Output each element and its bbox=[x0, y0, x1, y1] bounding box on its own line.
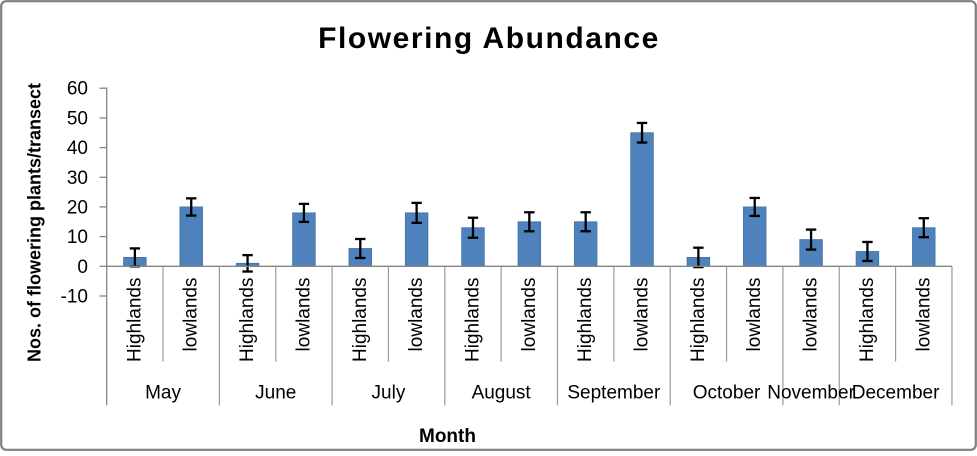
svg-text:Highlands: Highlands bbox=[575, 278, 596, 363]
svg-text:October: October bbox=[693, 383, 761, 404]
svg-text:Highlands: Highlands bbox=[688, 278, 709, 363]
svg-text:Highlands: Highlands bbox=[124, 278, 145, 363]
svg-text:Highlands: Highlands bbox=[857, 278, 878, 363]
svg-text:lowlands: lowlands bbox=[913, 278, 934, 352]
svg-text:lowlands: lowlands bbox=[632, 278, 653, 352]
svg-text:Highlands: Highlands bbox=[462, 278, 483, 363]
svg-text:May: May bbox=[145, 383, 181, 404]
svg-text:lowlands: lowlands bbox=[801, 278, 822, 352]
svg-text:lowlands: lowlands bbox=[406, 278, 427, 352]
svg-text:Highlands: Highlands bbox=[237, 278, 258, 363]
svg-text:40: 40 bbox=[67, 138, 88, 159]
svg-text:December: December bbox=[852, 383, 940, 404]
svg-text:September: September bbox=[567, 383, 661, 404]
svg-text:Nos. of flowering plants/trans: Nos. of flowering plants/transect bbox=[25, 83, 45, 362]
svg-text:0: 0 bbox=[77, 257, 88, 278]
svg-text:June: June bbox=[255, 383, 296, 404]
svg-text:60: 60 bbox=[67, 79, 88, 100]
svg-text:August: August bbox=[472, 383, 532, 404]
svg-text:20: 20 bbox=[67, 197, 88, 218]
svg-text:Month: Month bbox=[419, 426, 476, 447]
svg-text:Flowering Abundance: Flowering Abundance bbox=[318, 22, 660, 55]
svg-text:-10: -10 bbox=[61, 287, 88, 308]
svg-text:30: 30 bbox=[67, 168, 88, 189]
svg-text:10: 10 bbox=[67, 227, 88, 248]
svg-text:50: 50 bbox=[67, 108, 88, 129]
svg-text:November: November bbox=[767, 383, 855, 404]
svg-text:lowlands: lowlands bbox=[744, 278, 765, 352]
svg-text:lowlands: lowlands bbox=[181, 278, 202, 352]
svg-text:July: July bbox=[372, 383, 406, 404]
svg-text:lowlands: lowlands bbox=[293, 278, 314, 352]
svg-text:Highlands: Highlands bbox=[350, 278, 371, 363]
svg-text:lowlands: lowlands bbox=[519, 278, 540, 352]
